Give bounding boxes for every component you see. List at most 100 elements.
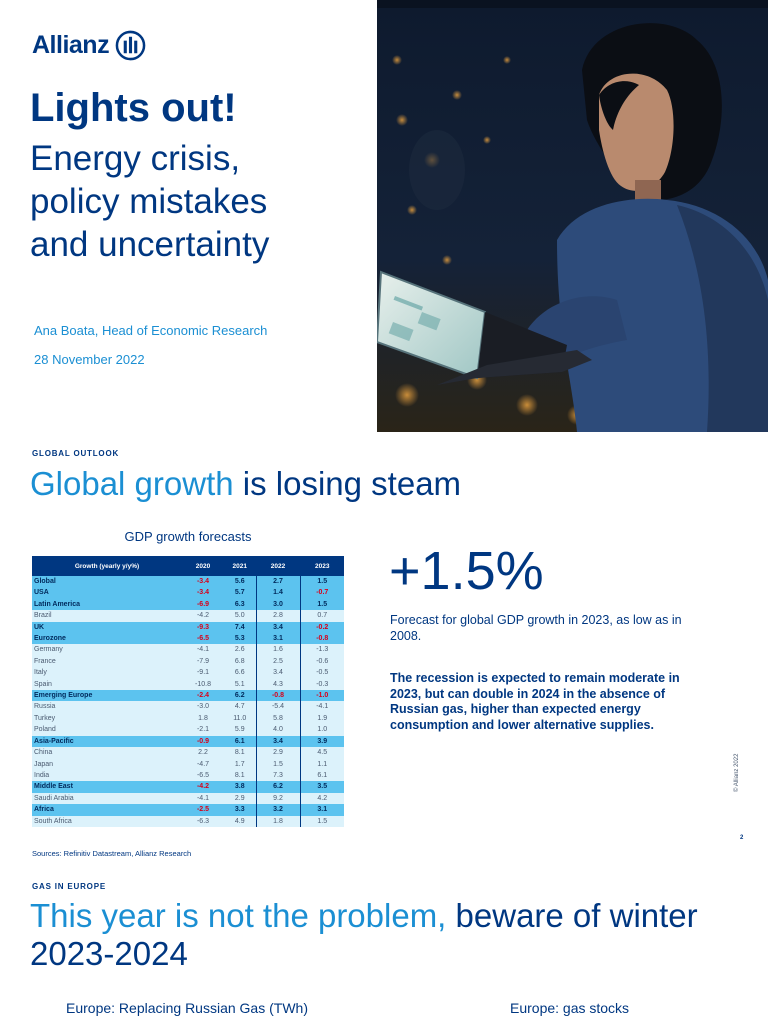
table-cell: 3.4 [255,621,300,634]
headline-highlight: This year is not the problem, [30,897,447,934]
subtitle-line: Energy crisis, [30,139,241,178]
table-cell: -3.4 [182,576,224,588]
copyright: © Allianz 2022 [734,753,740,792]
hero-photo [377,0,768,432]
table-cell: 5.8 [255,712,300,725]
table-cell: 7.3 [255,769,300,782]
page-number: 2 [740,835,744,841]
table-cell: -0.6 [299,655,344,668]
table-row: Italy -9.1 6.6 3.4 -0.5 [32,667,344,679]
row-label: France [32,655,182,668]
row-label: Turkey [32,712,182,725]
section-kicker: GLOBAL OUTLOOK [32,449,120,458]
table-cell: -1.0 [299,690,344,702]
table-cell: -4.1 [182,644,224,656]
table-row: Spain -10.8 5.1 4.3 -0.3 [32,678,344,691]
subtitle-line: and uncertainty [30,225,270,264]
table-cell: 1.9 [299,712,344,725]
table-cell: 3.4 [255,667,300,679]
table-row: Russia -3.0 4.7 -5.4 -4.1 [32,701,344,713]
gdp-forecast-table: Growth (yearly y/y%) 2020 2021 2022 2023… [32,556,344,827]
row-label: Middle East [32,781,182,793]
table-cell: 6.1 [299,769,344,782]
row-label: Eurozone [32,633,182,645]
table-cell: -4.2 [182,610,224,622]
table-cell: 1.5 [299,815,344,827]
date-line: 28 November 2022 [34,352,145,367]
table-cell: 1.4 [255,587,300,599]
table-cell: -0.3 [299,678,344,691]
table-row: Global -3.4 5.6 2.7 1.5 [32,576,344,588]
column-header: Growth (yearly y/y%) [32,556,182,576]
table-row: Poland -2.1 5.9 4.0 1.0 [32,724,344,736]
table-cell: 11.0 [224,712,256,725]
table-cell: -3.4 [182,587,224,599]
allianz-eagle-icon [115,30,146,61]
table-header-row: Growth (yearly y/y%) 2020 2021 2022 2023 [32,556,344,576]
table-cell: 5.0 [224,610,256,622]
table-cell: 2.7 [255,576,300,588]
table-cell: 3.8 [224,781,256,793]
table-cell: 1.8 [182,712,224,725]
column-header: 2022 [255,556,300,576]
row-label: Brazil [32,610,182,622]
table-cell: 2.6 [224,644,256,656]
table-row: Saudi Arabia -4.1 2.9 9.2 4.2 [32,792,344,805]
table-cell: 4.0 [255,724,300,736]
table-cell: 0.7 [299,610,344,622]
row-label: Africa [32,804,182,816]
row-label: Poland [32,724,182,736]
table-cell: 3.0 [255,598,300,611]
table-cell: 2.9 [255,747,300,759]
table-cell: -4.1 [182,792,224,805]
table-cell: 8.1 [224,769,256,782]
row-label: Japan [32,758,182,770]
table-cell: -0.7 [299,587,344,599]
row-label: Asia-Pacific [32,735,182,748]
table-cell: -5.4 [255,701,300,713]
table-cell: -2.5 [182,804,224,816]
column-header: 2023 [299,556,344,576]
table-cell: -6.5 [182,633,224,645]
allianz-logo: Allianz [32,30,146,61]
section-headline-gas: This year is not the problem, beware of … [30,897,730,973]
table-cell: 1.5 [299,576,344,588]
table-cell: 1.5 [255,758,300,770]
headline-rest: beware of winter 2023-2024 [30,897,698,972]
table-cell: 3.4 [255,735,300,748]
row-label: Italy [32,667,182,679]
table-title: GDP growth forecasts [124,529,252,544]
table-cell: -3.0 [182,701,224,713]
table-row: China 2.2 8.1 2.9 4.5 [32,747,344,759]
chart-title-gas-stocks: Europe: gas stocks [510,1000,630,1016]
table-row: UK -9.3 7.4 3.4 -0.2 [32,621,344,634]
table-cell: -10.8 [182,678,224,691]
table-row: Latin America -6.9 6.3 3.0 1.5 [32,598,344,611]
row-label: USA [32,587,182,599]
row-label: Russia [32,701,182,713]
row-label: UK [32,621,182,634]
table-cell: -0.8 [299,633,344,645]
row-label: Saudi Arabia [32,792,182,805]
table-cell: 4.7 [224,701,256,713]
table-cell: 1.5 [299,598,344,611]
table-cell: 1.0 [299,724,344,736]
column-header: 2021 [224,556,256,576]
table-cell: 5.9 [224,724,256,736]
table-row: Germany -4.1 2.6 1.6 -1.3 [32,644,344,656]
table-cell: -4.2 [182,781,224,793]
recession-text: The recession is expected to remain mode… [390,671,680,732]
table-cell: 4.3 [255,678,300,691]
table-cell: -2.4 [182,690,224,702]
table-row: USA -3.4 5.7 1.4 -0.7 [32,587,344,599]
table-cell: 4.2 [299,792,344,805]
table-cell: 3.1 [255,633,300,645]
table-cell: 5.7 [224,587,256,599]
table-cell: 9.2 [255,792,300,805]
table-cell: 3.9 [299,735,344,748]
table-cell: 4.9 [224,815,256,827]
table-cell: 1.1 [299,758,344,770]
table-cell: 3.2 [255,804,300,816]
table-cell: -2.1 [182,724,224,736]
table-cell: 6.1 [224,735,256,748]
